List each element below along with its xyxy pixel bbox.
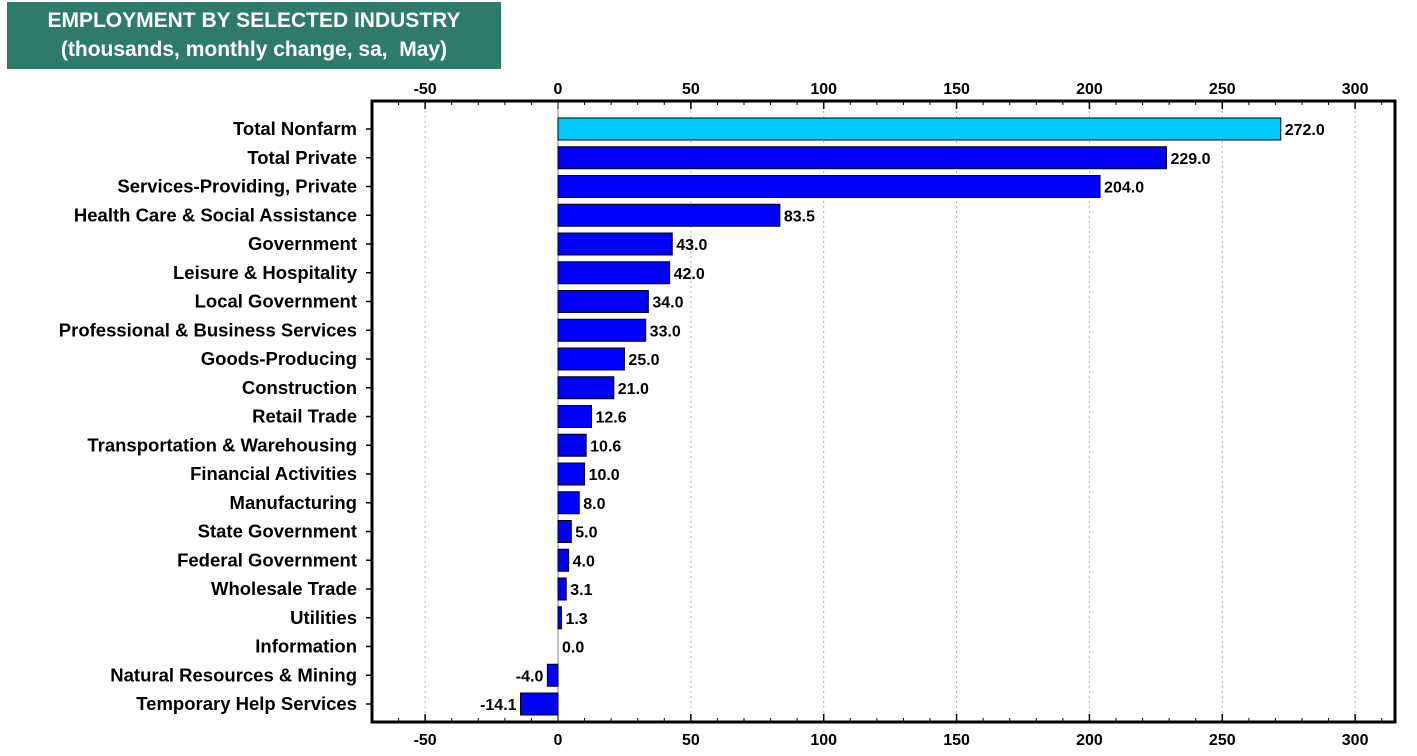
bar xyxy=(557,577,567,601)
data-label: 10.6 xyxy=(590,438,621,455)
bar xyxy=(557,606,562,630)
category-label: Health Care & Social Assistance xyxy=(74,204,357,225)
x-tick-label-bottom: 250 xyxy=(1209,732,1236,749)
category-label: Retail Trade xyxy=(252,406,357,427)
data-label: 83.5 xyxy=(784,208,815,225)
bar xyxy=(557,376,615,400)
data-label: 3.1 xyxy=(570,582,592,599)
category-label: Utilities xyxy=(290,607,357,628)
x-tick-label-top: 0 xyxy=(554,81,563,98)
category-label: Professional & Business Services xyxy=(59,319,357,340)
x-tick-label-bottom: 300 xyxy=(1342,732,1369,749)
bar xyxy=(557,175,1101,198)
bar xyxy=(520,692,559,716)
data-label: 272.0 xyxy=(1285,122,1325,139)
bar xyxy=(557,261,671,285)
data-label: 5.0 xyxy=(575,525,597,542)
bar xyxy=(557,290,649,313)
chart-subtitle: (thousands, monthly change, sa, May) xyxy=(60,38,448,61)
bar xyxy=(557,462,586,486)
bar xyxy=(557,146,1167,170)
bar xyxy=(557,318,647,342)
data-label: 33.0 xyxy=(650,323,681,340)
data-label: 229.0 xyxy=(1170,151,1210,168)
data-label: -14.1 xyxy=(480,697,517,714)
data-label: 4.0 xyxy=(573,553,595,570)
x-tick-label-top: -50 xyxy=(414,81,437,98)
data-label: 43.0 xyxy=(676,237,707,254)
bar xyxy=(546,663,559,687)
category-label: Total Private xyxy=(247,147,357,168)
bar xyxy=(557,117,1282,141)
chart-title: EMPLOYMENT BY SELECTED INDUSTRY xyxy=(47,9,461,32)
bar xyxy=(557,433,587,457)
data-label: 10.0 xyxy=(589,467,620,484)
bar xyxy=(557,232,673,256)
data-label: 12.6 xyxy=(595,410,626,427)
category-label: Local Government xyxy=(195,291,357,312)
bar xyxy=(557,203,781,227)
x-tick-label-top: 300 xyxy=(1342,81,1369,98)
x-tick-label-top: 200 xyxy=(1076,81,1103,98)
category-label: Construction xyxy=(242,377,357,398)
data-label: 1.3 xyxy=(565,611,587,628)
chart-title-box: EMPLOYMENT BY SELECTED INDUSTRY (thousan… xyxy=(7,2,501,69)
category-label: Government xyxy=(248,233,357,254)
category-label: State Government xyxy=(198,521,357,542)
x-tick-label-top: 100 xyxy=(810,81,837,98)
category-label: Transportation & Warehousing xyxy=(87,434,357,455)
category-label: Federal Government xyxy=(177,549,357,570)
x-tick-label-bottom: 150 xyxy=(943,732,970,749)
category-label: Temporary Help Services xyxy=(136,693,357,714)
category-label: Information xyxy=(255,636,357,657)
x-tick-label-bottom: -50 xyxy=(414,732,437,749)
bar xyxy=(557,405,592,428)
category-label: Total Nonfarm xyxy=(233,118,357,139)
bar xyxy=(557,491,580,515)
category-label: Manufacturing xyxy=(230,492,357,513)
bar xyxy=(557,520,572,543)
category-label: Leisure & Hospitality xyxy=(173,262,358,283)
plot-frame xyxy=(370,99,1397,724)
x-tick-label-top: 50 xyxy=(682,81,700,98)
data-label: 25.0 xyxy=(628,352,659,369)
data-label: 8.0 xyxy=(583,496,605,513)
data-label: 21.0 xyxy=(618,381,649,398)
data-label: 204.0 xyxy=(1104,180,1144,197)
category-label: Services-Providing, Private xyxy=(117,176,357,197)
data-label: -4.0 xyxy=(516,668,544,685)
x-tick-label-bottom: 50 xyxy=(682,732,700,749)
category-label: Wholesale Trade xyxy=(211,578,357,599)
x-tick-label-top: 250 xyxy=(1209,81,1236,98)
x-tick-label-top: 150 xyxy=(943,81,970,98)
category-label: Goods-Producing xyxy=(201,348,357,369)
x-tick-label-bottom: 100 xyxy=(810,732,837,749)
category-label: Natural Resources & Mining xyxy=(110,664,357,685)
x-tick-label-bottom: 0 xyxy=(554,732,563,749)
bar xyxy=(557,347,625,371)
data-label: 34.0 xyxy=(652,295,683,312)
data-label: 0.0 xyxy=(562,640,584,657)
category-label: Financial Activities xyxy=(190,463,357,484)
bar xyxy=(557,548,570,572)
data-label: 42.0 xyxy=(674,266,705,283)
x-tick-label-bottom: 200 xyxy=(1076,732,1103,749)
